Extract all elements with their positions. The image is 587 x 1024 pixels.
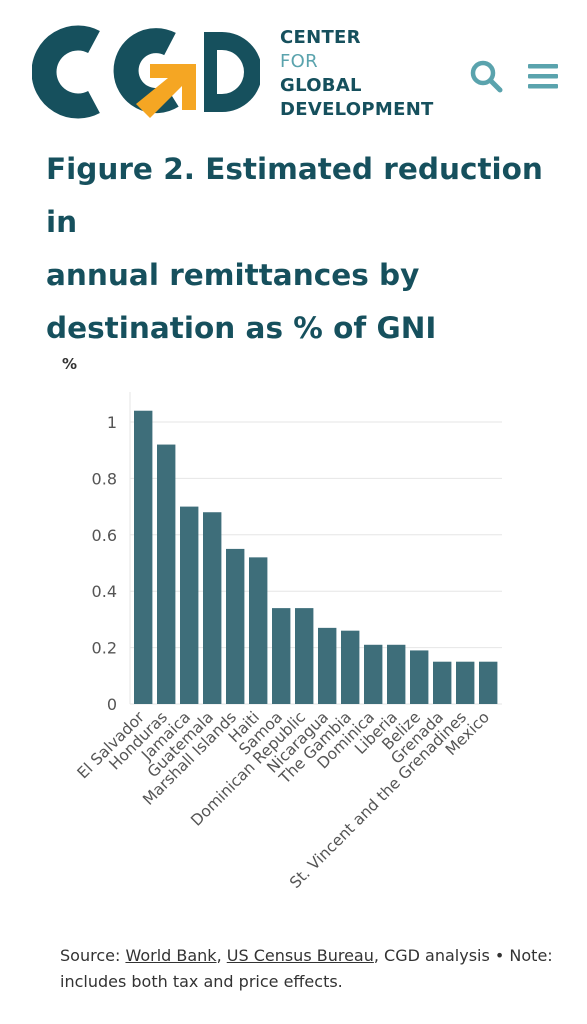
bar xyxy=(249,557,268,704)
y-tick-label: 0 xyxy=(107,695,117,714)
y-tick-label: 0.4 xyxy=(92,582,117,601)
bar xyxy=(318,627,337,704)
org-name-line2: FOR xyxy=(280,51,318,72)
y-tick-label: 0.6 xyxy=(92,526,117,545)
y-tick-label: 0.8 xyxy=(92,469,117,488)
figure-title-line2: annual remittances by xyxy=(46,258,420,292)
source-link-world-bank[interactable]: World Bank xyxy=(125,946,217,965)
bar xyxy=(134,410,153,704)
bar xyxy=(433,661,452,704)
y-tick-label: 1 xyxy=(107,413,117,432)
bar xyxy=(226,548,245,704)
bar xyxy=(387,644,406,704)
bar xyxy=(295,608,314,704)
figure-title-line3: destination as % of GNI xyxy=(46,311,437,345)
source-note: Source: World Bank, US Census Bureau, CG… xyxy=(60,943,560,995)
bar xyxy=(456,661,475,704)
source-sep: , xyxy=(216,946,227,965)
org-name-line3: GLOBAL xyxy=(280,75,362,96)
hamburger-menu-icon[interactable] xyxy=(525,58,561,94)
bar xyxy=(157,444,176,704)
y-tick-label: 0.2 xyxy=(92,639,117,658)
source-link-us-census-bureau[interactable]: US Census Bureau xyxy=(226,946,374,965)
bar xyxy=(203,512,222,704)
bar xyxy=(272,608,291,704)
source-prefix: Source: xyxy=(60,946,126,965)
source-rest: , CGD analysis • Note: includes both tax… xyxy=(60,946,553,991)
search-icon[interactable] xyxy=(468,58,504,94)
org-name[interactable]: CENTER FOR GLOBAL DEVELOPMENT xyxy=(280,26,434,122)
bar xyxy=(180,506,199,704)
bar xyxy=(364,644,383,704)
cgd-logo-icon[interactable] xyxy=(32,24,260,120)
figure-title: Figure 2. Estimated reduction in annual … xyxy=(46,143,556,355)
org-name-line1: CENTER xyxy=(280,27,361,48)
y-axis-label: % xyxy=(62,355,77,373)
bar xyxy=(410,650,429,704)
org-name-line4: DEVELOPMENT xyxy=(280,99,434,120)
figure-title-line1: Figure 2. Estimated reduction in xyxy=(46,152,543,239)
bar xyxy=(341,630,360,704)
bar xyxy=(479,661,498,704)
